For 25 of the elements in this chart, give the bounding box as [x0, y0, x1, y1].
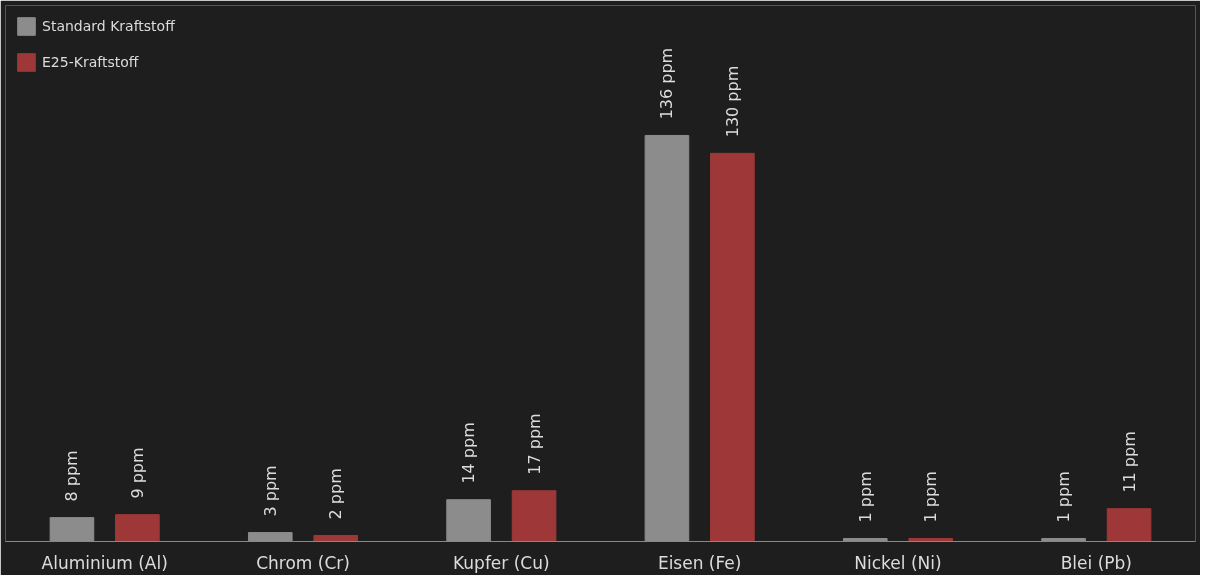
- legend-label: E25-Kraftstoff: [42, 54, 139, 70]
- data-label: 1 ppm: [1054, 471, 1074, 523]
- x-tick-label: Chrom (Cr): [256, 552, 350, 573]
- data-label: 3 ppm: [260, 465, 280, 517]
- bar: [115, 514, 160, 542]
- data-label: 136 ppm: [657, 47, 677, 120]
- x-tick-label: Blei (Pb): [1060, 552, 1132, 573]
- bar: [710, 152, 755, 542]
- x-tick-label: Kupfer (Cu): [453, 552, 550, 573]
- x-tick-label: Eisen (Fe): [657, 552, 742, 573]
- legend-label: Standard Kraftstoff: [42, 18, 175, 34]
- bar: [511, 490, 557, 542]
- bar: [313, 535, 359, 542]
- data-label: 1 ppm: [921, 471, 941, 523]
- data-label: 9 ppm: [127, 447, 147, 499]
- data-label: 14 ppm: [459, 422, 479, 484]
- data-label: 11 ppm: [1119, 431, 1139, 493]
- bar: [1106, 508, 1152, 542]
- x-tick-label: Nickel (Ni): [854, 552, 942, 573]
- data-label: 1 ppm: [855, 471, 875, 523]
- x-tick-label: Aluminium (Al): [41, 552, 168, 573]
- data-label: 8 ppm: [62, 450, 82, 502]
- data-label: 2 ppm: [326, 468, 346, 520]
- data-label: 17 ppm: [524, 413, 544, 475]
- data-label: 130 ppm: [722, 65, 742, 138]
